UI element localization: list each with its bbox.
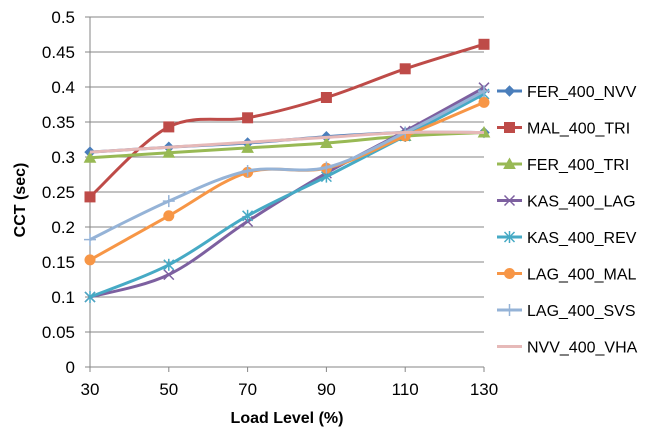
data-point [241, 165, 254, 177]
tick-labels: 0 0.05 0.1 0.15 0.2 0.25 0.3 0.35 0.4 0.45 0.5 30 50… [42, 8, 498, 399]
y-tick-label: 0.5 [51, 8, 75, 27]
legend-marker [504, 268, 515, 279]
x-tick-label: 30 [81, 380, 100, 399]
legend-label: LAG_400_SVS [527, 303, 636, 320]
marker-stroke [503, 194, 516, 207]
legend-item: KAS_400_LAG [497, 194, 636, 211]
legend-label: KAS_400_LAG [527, 194, 636, 211]
series-line [89, 89, 485, 241]
y-tick-label: 0.25 [42, 183, 75, 202]
data-point [84, 233, 96, 246]
data-point [242, 209, 254, 222]
legend-item: FER_400_TRI [497, 157, 629, 174]
data-point [320, 92, 332, 103]
series-line [89, 92, 485, 299]
data-point [478, 38, 490, 50]
legend-label: NVV_400_VHA [527, 340, 638, 357]
series-group [83, 38, 491, 303]
x-tick-label: 70 [238, 380, 257, 399]
legend-marker [503, 194, 516, 207]
marker-stroke [163, 269, 175, 281]
y-tick-label: 0.4 [51, 78, 75, 97]
legend-label: FER_400_NVV [527, 84, 637, 101]
series-line [89, 42, 485, 199]
x-tick-label: 110 [392, 380, 419, 399]
y-tick-label: 0.05 [42, 323, 75, 342]
data-point [320, 161, 333, 174]
data-point [478, 96, 490, 108]
legend-marker [503, 231, 516, 243]
series-line [89, 131, 485, 160]
x-axis-title: Load Level (%) [231, 410, 344, 427]
y-tick-label: 0.3 [51, 148, 75, 167]
data-point [163, 258, 175, 271]
data-point [163, 269, 175, 281]
legend-item: FER_400_NVV [497, 84, 637, 101]
legend-label: MAL_400_TRI [527, 121, 630, 138]
legend-marker [503, 157, 516, 169]
legend-label: KAS_400_REV [527, 230, 637, 247]
legend-marker [503, 85, 516, 97]
x-tick-label: 50 [159, 380, 178, 399]
grid-lines [90, 16, 484, 333]
data-point [320, 136, 333, 148]
legend-item: KAS_400_REV [497, 230, 637, 247]
series-line [89, 130, 485, 154]
legend: FER_400_NVV MAL_400_TRI FER_400_TRI KAS_400… [497, 84, 638, 357]
legend-label: FER_400_TRI [527, 157, 629, 174]
y-tick-label: 0.35 [42, 113, 75, 132]
legend-item: LAG_400_MAL [497, 267, 637, 284]
y-tick-label: 0.15 [42, 253, 75, 272]
legend-item: LAG_400_SVS [497, 303, 636, 320]
data-point [84, 191, 96, 203]
data-point [83, 151, 97, 163]
data-point [399, 63, 411, 75]
legend-label: LAG_400_MAL [527, 267, 637, 284]
legend-item: NVV_400_VHA [497, 340, 638, 357]
axes [85, 16, 485, 372]
data-point [163, 210, 175, 222]
data-point [162, 146, 176, 158]
data-point [241, 141, 254, 153]
data-point [163, 121, 175, 133]
y-tick-label: 0.1 [51, 288, 75, 307]
y-tick-label: 0.2 [51, 218, 75, 237]
series-mal-400-tri [84, 38, 490, 203]
legend-marker [503, 304, 516, 316]
legend-marker [504, 122, 515, 133]
y-axis-title: CCT (sec) [12, 163, 29, 238]
data-point [478, 85, 490, 98]
x-tick-label: 130 [470, 380, 498, 399]
data-point [162, 195, 175, 208]
legend-item: MAL_400_TRI [497, 121, 630, 138]
data-point [242, 112, 254, 124]
y-tick-label: 0.45 [42, 43, 75, 62]
series-nvv-400-vha [89, 130, 485, 154]
data-point [84, 254, 96, 266]
y-tick-label: 0 [66, 358, 75, 377]
x-tick-label: 90 [317, 380, 336, 399]
data-point [84, 291, 96, 303]
